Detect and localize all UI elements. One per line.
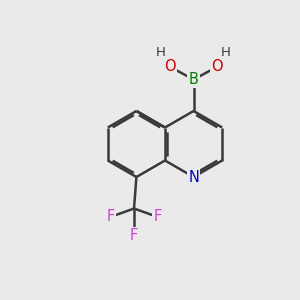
Text: H: H bbox=[221, 46, 231, 59]
Text: B: B bbox=[189, 72, 199, 87]
Text: F: F bbox=[106, 209, 115, 224]
Text: O: O bbox=[211, 59, 223, 74]
Text: F: F bbox=[130, 228, 138, 243]
Text: F: F bbox=[153, 209, 161, 224]
Text: N: N bbox=[188, 169, 199, 184]
Text: H: H bbox=[156, 46, 166, 59]
Text: O: O bbox=[164, 59, 176, 74]
